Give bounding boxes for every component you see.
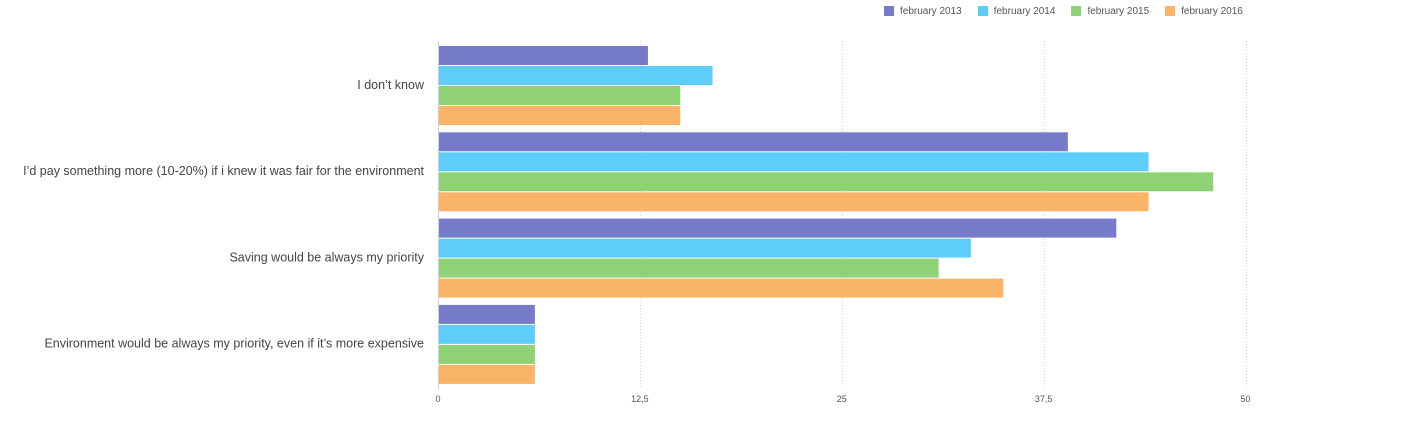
bar[interactable] bbox=[439, 324, 535, 344]
legend-item[interactable]: february 2016 bbox=[1165, 6, 1243, 17]
bar[interactable] bbox=[439, 172, 1214, 192]
legend-swatch bbox=[1071, 6, 1082, 16]
legend-swatch bbox=[884, 6, 894, 16]
x-tick-label: 37,5 bbox=[1035, 394, 1053, 404]
legend-swatch bbox=[977, 6, 988, 16]
legend-item[interactable]: february 2015 bbox=[1071, 6, 1149, 17]
chart-legend: february 2013 february 2014 february 2015 f… bbox=[884, 4, 1259, 18]
category-labels: I don’t know I’d pay something more (10-2… bbox=[23, 78, 425, 351]
x-tick-label: 0 bbox=[435, 394, 440, 404]
category-label: Environment would be always my priority,… bbox=[44, 337, 424, 351]
bar[interactable] bbox=[439, 304, 535, 324]
legend-label: february 2016 bbox=[1181, 5, 1243, 17]
bar[interactable] bbox=[439, 106, 681, 125]
category-label: I don’t know bbox=[357, 78, 425, 92]
bar[interactable] bbox=[439, 364, 535, 384]
category-label: I’d pay something more (10-20%) if i kne… bbox=[23, 164, 424, 178]
legend-label: february 2015 bbox=[1087, 5, 1150, 17]
x-tick-label: 12,5 bbox=[631, 394, 649, 404]
legend-label: february 2014 bbox=[993, 5, 1056, 17]
legend-item[interactable]: february 2013 bbox=[884, 6, 962, 17]
legend-label: february 2013 bbox=[900, 5, 962, 17]
legend-item[interactable]: february 2014 bbox=[977, 5, 1056, 17]
legend-swatch bbox=[1165, 6, 1176, 16]
bar[interactable] bbox=[439, 46, 648, 65]
bar[interactable] bbox=[439, 218, 1117, 238]
bar[interactable] bbox=[439, 238, 971, 258]
bar[interactable] bbox=[439, 132, 1068, 152]
x-tick-label: 50 bbox=[1240, 394, 1250, 404]
x-tick-label: 25 bbox=[837, 394, 847, 404]
bar[interactable] bbox=[439, 258, 939, 278]
bar[interactable] bbox=[439, 86, 681, 105]
x-axis-ticks: 0 12,5 25 37,5 50 bbox=[435, 394, 1250, 404]
bar[interactable] bbox=[439, 192, 1149, 212]
bars-group bbox=[439, 46, 1214, 384]
bar[interactable] bbox=[439, 152, 1149, 172]
bar[interactable] bbox=[439, 278, 1004, 298]
bar[interactable] bbox=[439, 344, 535, 364]
bar[interactable] bbox=[439, 66, 713, 85]
category-label: Saving would be always my priority bbox=[229, 250, 424, 264]
